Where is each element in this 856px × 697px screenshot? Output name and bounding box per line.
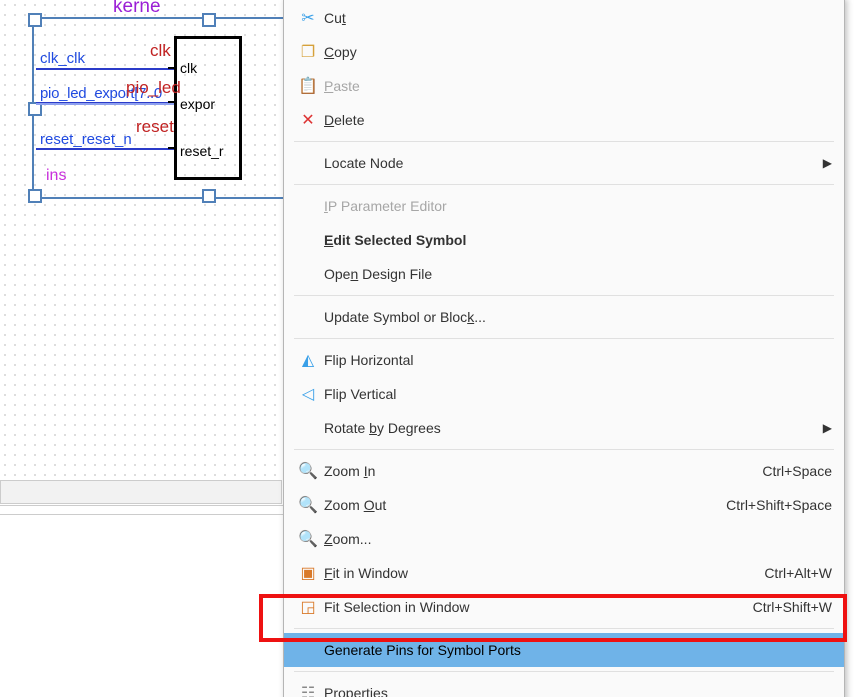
port-header-pio: pio_led [126, 78, 181, 98]
separator [294, 671, 834, 672]
menu-fit-window[interactable]: ▣ Fit in Window Ctrl+Alt+W [284, 556, 844, 590]
menu-zoom-out[interactable]: 🔍 Zoom Out Ctrl+Shift+Space [284, 488, 844, 522]
menu-zoom-in[interactable]: 🔍 Zoom In Ctrl+Space [284, 454, 844, 488]
menu-paste-label: Paste [324, 78, 832, 94]
fit-selection-icon: ◲ [292, 597, 324, 617]
menu-fit-selection-label: Fit Selection in Window [324, 599, 753, 615]
menu-zoom-out-label: Zoom Out [324, 497, 726, 513]
menu-rotate[interactable]: Rotate by Degrees ▶ [284, 411, 844, 445]
title-label: kerne [113, 0, 161, 18]
menu-cut-label: Cut [324, 10, 832, 26]
wire-reset[interactable] [36, 148, 174, 150]
menu-ip-editor: IP Parameter Editor [284, 189, 844, 223]
handle-bl[interactable] [28, 189, 42, 203]
separator [294, 141, 834, 142]
menu-generate-pins[interactable]: Generate Pins for Symbol Ports [284, 633, 844, 667]
menu-flip-v[interactable]: ◁ Flip Vertical [284, 377, 844, 411]
menu-flip-v-label: Flip Vertical [324, 386, 832, 402]
menu-generate-pins-label: Generate Pins for Symbol Ports [324, 642, 832, 658]
shortcut: Ctrl+Shift+W [753, 599, 832, 615]
menu-cut[interactable]: ✂ Cut [284, 1, 844, 35]
port-header-reset: reset [136, 117, 174, 137]
context-menu: ✂ Cut ❐ Copy 📋 Paste ✕ Delete Locate Nod… [283, 0, 845, 697]
separator [294, 628, 834, 629]
menu-zoom[interactable]: 🔍 Zoom... [284, 522, 844, 556]
signal-clk: clk_clk [40, 50, 85, 67]
menu-edit-symbol[interactable]: Edit Selected Symbol [284, 223, 844, 257]
menu-properties[interactable]: ☷ Properties [284, 676, 844, 697]
shortcut: Ctrl+Space [762, 463, 832, 479]
handle-bm[interactable] [202, 189, 216, 203]
port-header-clk: clk [150, 41, 171, 61]
zoom-icon: 🔍 [292, 529, 324, 549]
menu-fit-window-label: Fit in Window [324, 565, 764, 581]
handle-tl[interactable] [28, 13, 42, 27]
zoom-in-icon: 🔍 [292, 461, 324, 481]
menu-open-design[interactable]: Open Design File [284, 257, 844, 291]
menu-flip-h[interactable]: ◭ Flip Horizontal [284, 343, 844, 377]
flip-horizontal-icon: ◭ [292, 350, 324, 370]
menu-delete-label: Delete [324, 112, 832, 128]
copy-icon: ❐ [292, 42, 324, 62]
submenu-arrow-icon: ▶ [823, 421, 832, 435]
menu-fit-selection[interactable]: ◲ Fit Selection in Window Ctrl+Shift+W [284, 590, 844, 624]
shortcut: Ctrl+Alt+W [764, 565, 832, 581]
handle-tm[interactable] [202, 13, 216, 27]
separator [294, 338, 834, 339]
menu-zoom-in-label: Zoom In [324, 463, 762, 479]
wire-clk[interactable] [36, 68, 174, 70]
instance-label: ins [46, 167, 66, 185]
menu-locate-label: Locate Node [324, 155, 823, 171]
menu-copy[interactable]: ❐ Copy [284, 35, 844, 69]
menu-delete[interactable]: ✕ Delete [284, 103, 844, 137]
menu-zoom-label: Zoom... [324, 531, 832, 547]
separator [294, 295, 834, 296]
menu-ip-editor-label: IP Parameter Editor [324, 198, 832, 214]
separator [294, 449, 834, 450]
menu-update-label: Update Symbol or Block... [324, 309, 832, 325]
menu-paste: 📋 Paste [284, 69, 844, 103]
scissors-icon: ✂ [292, 8, 324, 28]
flip-vertical-icon: ◁ [292, 384, 324, 404]
scrollbar-h[interactable] [0, 480, 282, 504]
signal-reset: reset_reset_n [40, 131, 132, 148]
menu-copy-label: Copy [324, 44, 832, 60]
fit-window-icon: ▣ [292, 563, 324, 583]
delete-icon: ✕ [292, 110, 324, 130]
submenu-arrow-icon: ▶ [823, 156, 832, 170]
paste-icon: 📋 [292, 76, 324, 96]
menu-update[interactable]: Update Symbol or Block... [284, 300, 844, 334]
port-clk: clk [180, 60, 197, 76]
separator [294, 184, 834, 185]
zoom-out-icon: 🔍 [292, 495, 324, 515]
menu-rotate-label: Rotate by Degrees [324, 420, 823, 436]
port-reset: reset_r [180, 143, 224, 159]
shortcut: Ctrl+Shift+Space [726, 497, 832, 513]
port-expor: expor [180, 96, 215, 112]
menu-open-design-label: Open Design File [324, 266, 832, 282]
menu-flip-h-label: Flip Horizontal [324, 352, 832, 368]
properties-icon: ☷ [292, 683, 324, 697]
menu-properties-label: Properties [324, 685, 832, 697]
menu-edit-symbol-label: Edit Selected Symbol [324, 232, 832, 248]
menu-locate[interactable]: Locate Node ▶ [284, 146, 844, 180]
